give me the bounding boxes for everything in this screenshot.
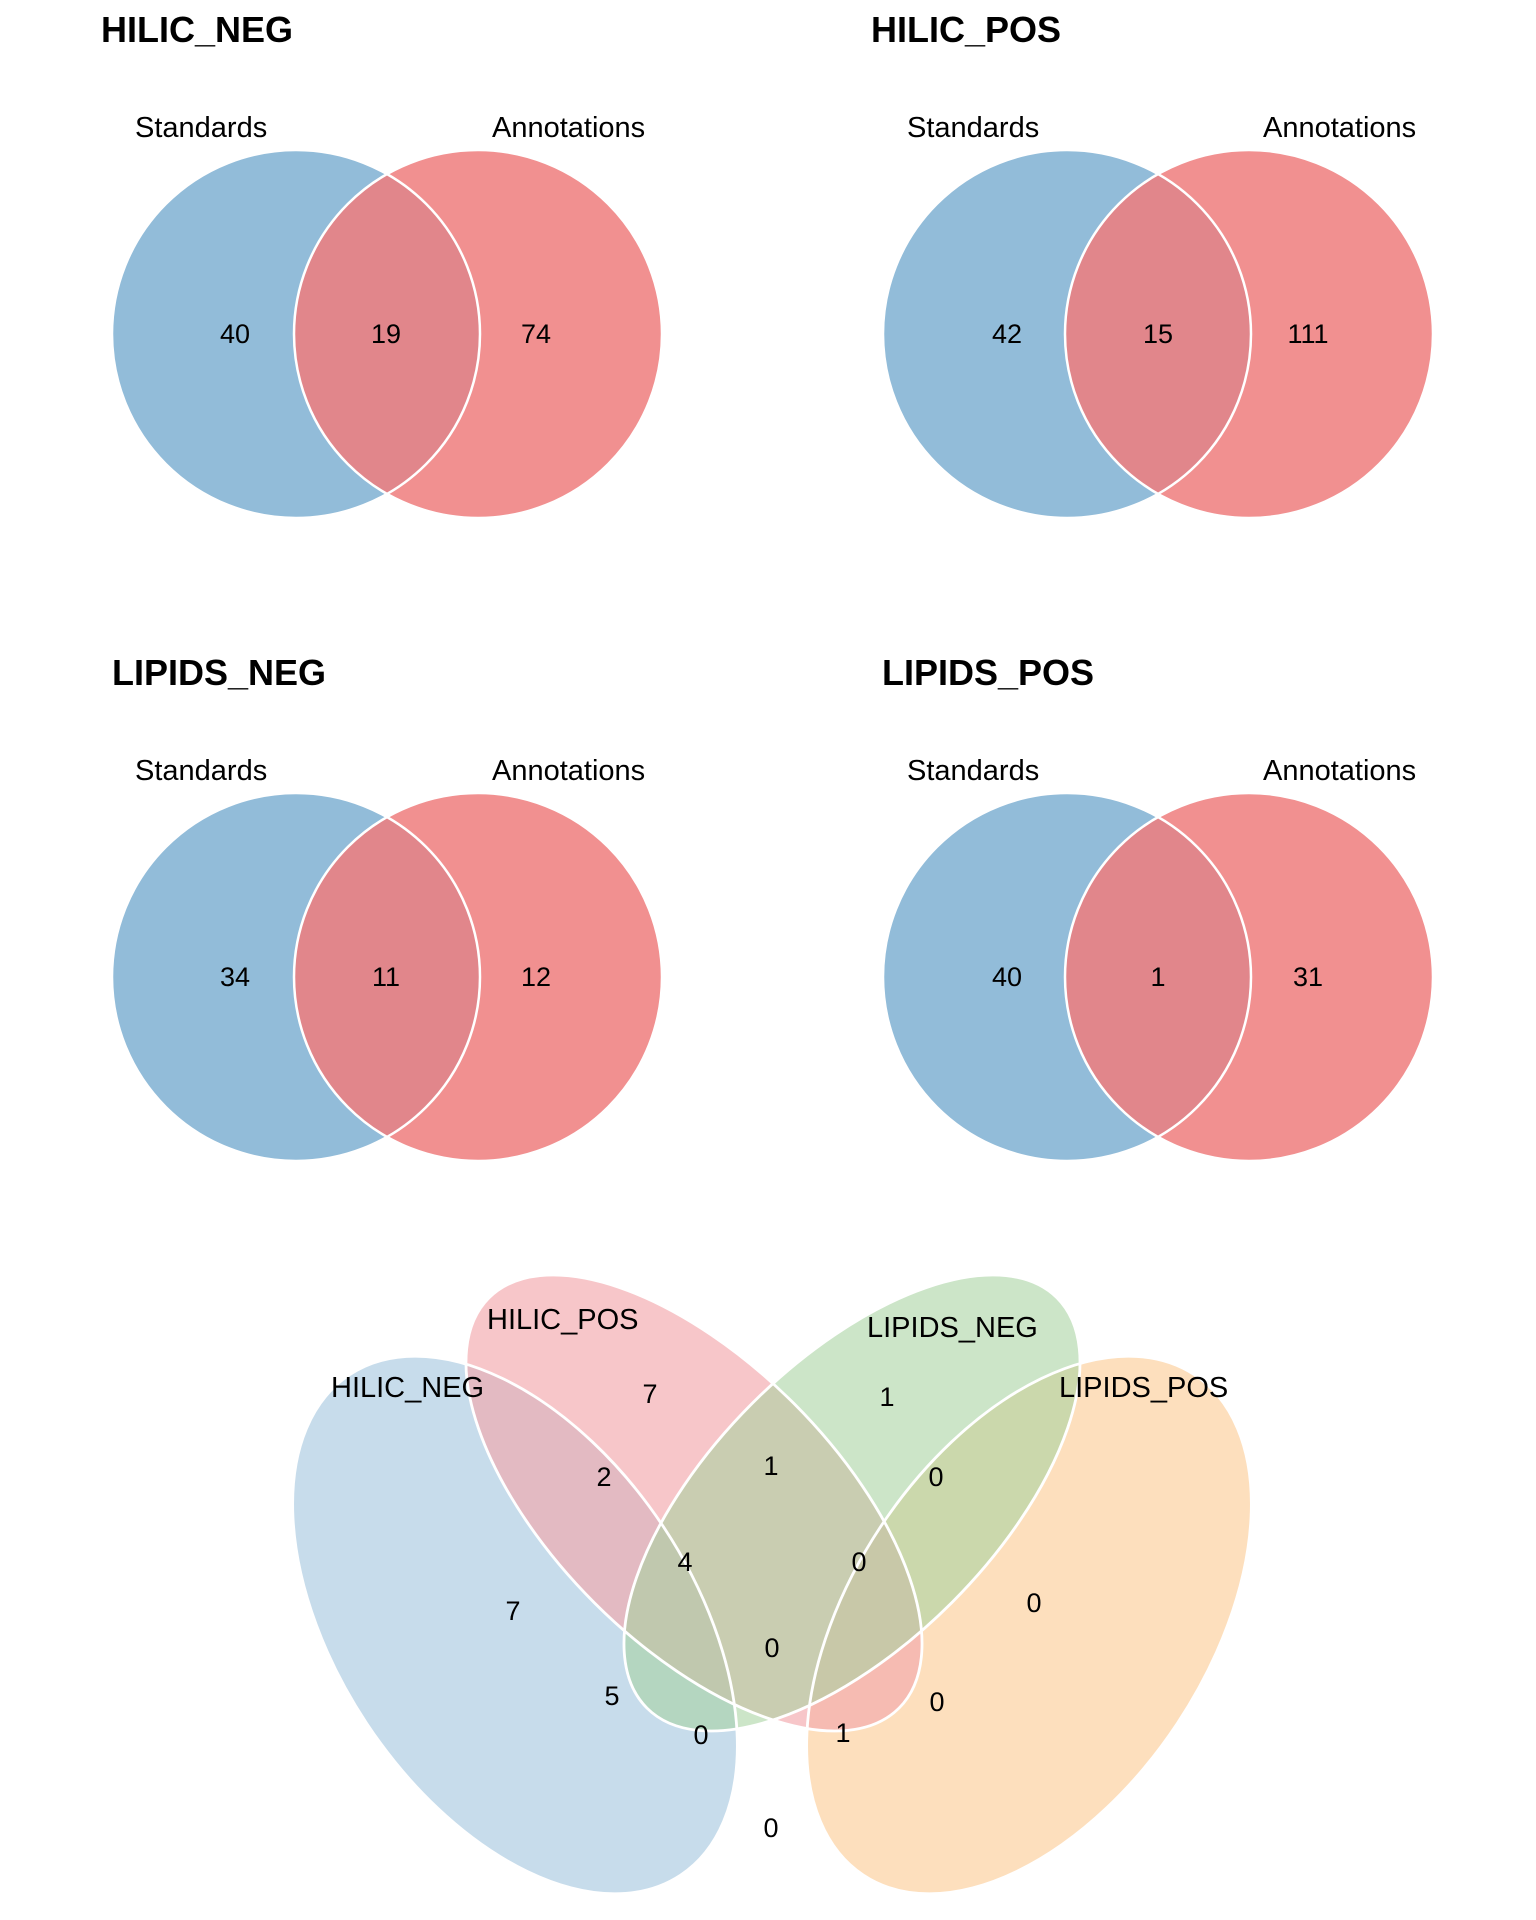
annotations-label: Annotations: [492, 755, 645, 787]
venn-panel-lipids-neg: LIPIDS_NEG Standards Annotations 34 11 1…: [110, 652, 664, 1163]
venn-panel-hilic-neg: HILIC_NEG Standards Annotations 40 19 74: [101, 9, 664, 520]
lipids-neg-ellipse: [623, 1274, 1081, 1732]
overlap-count: 15: [1143, 319, 1173, 349]
region-count-hilic-pos-only: 7: [642, 1379, 657, 1409]
standards-only-count: 42: [992, 319, 1022, 349]
overlap-count: 11: [372, 962, 400, 992]
standards-only-count: 34: [220, 962, 250, 992]
annotations-circle: [294, 793, 662, 1161]
annotations-circle: [294, 150, 662, 518]
set-label-hilic-pos: HILIC_POS: [487, 1304, 639, 1336]
region-count-hilic-neg-lipids-neg: 5: [604, 1681, 619, 1711]
annotations-only-count: 31: [1293, 962, 1323, 992]
panel-title: LIPIDS_POS: [882, 652, 1094, 693]
region-count-hilic-pos-lipids-neg: 1: [763, 1451, 778, 1481]
region-count-hilic-neg-hilic-pos: 2: [596, 1462, 611, 1492]
annotations-only-count: 12: [521, 962, 551, 992]
annotations-only-count: 111: [1287, 319, 1328, 349]
region-count-hilic-neg-hilic-pos-lipids-neg: 4: [677, 1547, 692, 1577]
standards-label: Standards: [907, 755, 1039, 787]
region-count-all-four: 0: [764, 1633, 779, 1663]
region-count-lipids-neg-only: 1: [879, 1382, 894, 1412]
venn-panel-lipids-pos: LIPIDS_POS Standards Annotations 40 1 31: [881, 652, 1435, 1163]
standards-label: Standards: [135, 112, 267, 144]
set-label-lipids-neg: LIPIDS_NEG: [867, 1312, 1038, 1344]
standards-label: Standards: [907, 112, 1039, 144]
set-label-lipids-pos: LIPIDS_POS: [1059, 1372, 1228, 1404]
region-count-hilic-pos-lipids-neg-lipids-pos: 0: [851, 1547, 866, 1577]
panel-title: HILIC_POS: [871, 9, 1061, 50]
annotations-label: Annotations: [492, 112, 645, 144]
region-count-hilic-neg-only: 7: [505, 1596, 520, 1626]
annotations-circle: [1065, 793, 1433, 1161]
venn4-panel: HILIC_NEG HILIC_POS LIPIDS_NEG LIPIDS_PO…: [291, 1273, 1253, 1896]
region-count-hilic-neg-lipids-neg-lipids-pos: 0: [693, 1720, 708, 1750]
annotations-only-count: 74: [521, 319, 551, 349]
annotations-label: Annotations: [1263, 755, 1416, 787]
panel-title: LIPIDS_NEG: [112, 652, 326, 693]
set-label-hilic-neg: HILIC_NEG: [331, 1372, 484, 1404]
annotations-label: Annotations: [1263, 112, 1416, 144]
region-count-lipids-pos-only: 0: [1026, 1588, 1041, 1618]
region-count-lipids-neg-lipids-pos: 0: [928, 1462, 943, 1492]
annotations-circle: [1065, 150, 1433, 518]
region-count-hilic-neg-hilic-pos-lipids-pos: 1: [835, 1718, 850, 1748]
panel-title: HILIC_NEG: [101, 9, 293, 50]
overlap-count: 1: [1150, 962, 1165, 992]
standards-only-count: 40: [220, 319, 250, 349]
standards-only-count: 40: [992, 962, 1022, 992]
overlap-count: 19: [371, 319, 401, 349]
region-count-hilic-pos-lipids-pos: 0: [929, 1687, 944, 1717]
venn-panel-hilic-pos: HILIC_POS Standards Annotations 42 15 11…: [871, 9, 1435, 520]
region-count-hilic-neg-lipids-pos: 0: [763, 1813, 778, 1843]
standards-label: Standards: [135, 755, 267, 787]
